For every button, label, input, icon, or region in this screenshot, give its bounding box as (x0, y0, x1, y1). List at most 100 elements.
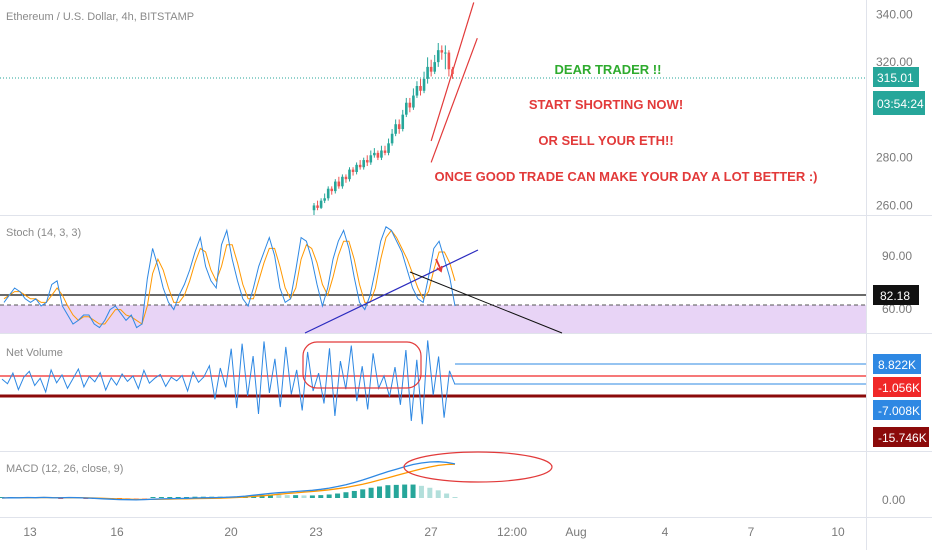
price-pane: Ethereum / U.S. Dollar, 4h, BITSTAMP 340… (0, 2, 925, 215)
candle-body (334, 181, 337, 192)
macd-bar (301, 495, 307, 498)
candle-body (337, 181, 341, 187)
candle-body (436, 50, 440, 63)
time-tick-2: 20 (224, 525, 238, 539)
macd-bar (267, 494, 273, 498)
time-tick-8: 7 (748, 525, 755, 539)
volume-tag-3: -15.746K (878, 431, 927, 445)
stoch-trendline-black (409, 271, 563, 334)
annotation-0: DEAR TRADER !! (555, 62, 662, 77)
current-price-tag: 315.01 03:54:24 (873, 67, 925, 115)
symbol-title: Ethereum / U.S. Dollar, 4h, BITSTAMP (6, 11, 194, 23)
macd-bar (142, 498, 148, 499)
countdown-label: 03:54:24 (877, 97, 924, 111)
price-tick-3: 280.00 (876, 151, 913, 165)
candle-body (387, 143, 390, 153)
candle-body (351, 169, 355, 172)
macd-bar (385, 485, 391, 498)
candle-body (355, 164, 358, 172)
stoch-lines (3, 226, 456, 329)
macd-bar (377, 486, 382, 498)
macd-tick-0: 0.00 (882, 493, 906, 507)
volume-tag-2: -7.008K (878, 404, 920, 418)
candle-body (447, 52, 451, 70)
candle-body (323, 198, 326, 201)
candle-body (429, 66, 433, 72)
time-tick-6: Aug (565, 525, 586, 539)
macd-bar (58, 498, 64, 499)
volume-tag-bg-3 (873, 427, 929, 447)
volume-tag-bg-0 (873, 354, 921, 374)
candle-body (419, 86, 422, 91)
annotation-3: ONCE GOOD TRADE CAN MAKE YOUR DAY A LOT … (434, 169, 817, 184)
annotation-2: OR SELL YOUR ETH!! (538, 133, 673, 148)
annotation-1: START SHORTING NOW! (529, 97, 683, 112)
candle-body (383, 150, 387, 153)
candle-body (330, 188, 334, 192)
macd-pane: MACD (12, 26, close, 9) 0.00 (0, 451, 906, 507)
time-tick-3: 23 (309, 525, 323, 539)
macd-bar (427, 487, 433, 498)
macd-bar (284, 495, 290, 498)
macd-bar (125, 498, 131, 499)
candle-body (401, 114, 405, 129)
candle-body (433, 62, 436, 72)
macd-bar (335, 493, 341, 498)
annotations: DEAR TRADER !! START SHORTING NOW! OR SELL… (434, 62, 817, 184)
macd-line (1, 461, 456, 501)
candle-body (326, 188, 330, 199)
macd-bar (410, 484, 416, 498)
time-tick-1: 16 (110, 525, 124, 539)
net-volume-title: Net Volume (6, 347, 63, 359)
stoch-title: Stoch (14, 3, 3) (6, 227, 81, 239)
stoch-trendline-blue (304, 249, 479, 334)
macd-bar (360, 489, 366, 498)
stoch-pane: Stoch (14, 3, 3) 90.00 60.00 82.18 (0, 226, 919, 334)
macd-lines (1, 461, 456, 501)
stoch-tick-90: 90.00 (882, 249, 912, 263)
candle-body (348, 169, 351, 180)
price-tick-4: 260.00 (876, 198, 913, 212)
net-volume-tags: 8.822K -1.056K -7.008K -15.746K (873, 354, 929, 447)
candle-body (422, 78, 426, 91)
candle-body (365, 160, 369, 163)
net-volume-series (1, 340, 456, 425)
macd-bar (418, 485, 424, 498)
volume-tag-0: 8.822K (878, 358, 916, 372)
volume-tag-1: -1.056K (878, 381, 920, 395)
macd-bar (309, 495, 315, 498)
candle-body (408, 102, 412, 108)
macd-bar (184, 497, 190, 498)
macd-bar (444, 493, 450, 498)
volume-tag-bg-2 (873, 400, 921, 420)
candle-body (344, 176, 348, 180)
candle-body (362, 160, 365, 168)
macd-bar (402, 484, 408, 498)
macd-bar (175, 497, 181, 498)
candle-body (358, 164, 362, 168)
candle-body (380, 150, 383, 158)
candle-body (390, 133, 394, 144)
candle-body (341, 176, 344, 187)
time-tick-7: 4 (662, 525, 669, 539)
candle-body (319, 200, 323, 208)
price-tick-0: 340.00 (876, 7, 913, 21)
stoch-k-line (3, 226, 456, 329)
candle-body (405, 102, 408, 115)
macd-bar (133, 498, 139, 499)
stoch-level-tag: 82.18 (880, 289, 910, 303)
countdown-tag-bg (873, 91, 925, 115)
macd-bar (150, 497, 156, 498)
stoch-level-tag-bg (873, 285, 919, 305)
candle-body (394, 124, 397, 134)
candle-body (376, 152, 380, 158)
macd-bar (368, 487, 374, 498)
time-axis: 13 16 20 23 27 12:00 Aug 4 7 10 (23, 525, 845, 539)
net-volume-pane: Net Volume 8.822K -1.056K -7.008K -15.746K (0, 340, 929, 447)
macd-bar (318, 495, 324, 498)
volume-tag-bg-1 (873, 377, 921, 397)
candles (312, 43, 454, 215)
channel-lower (430, 38, 478, 163)
